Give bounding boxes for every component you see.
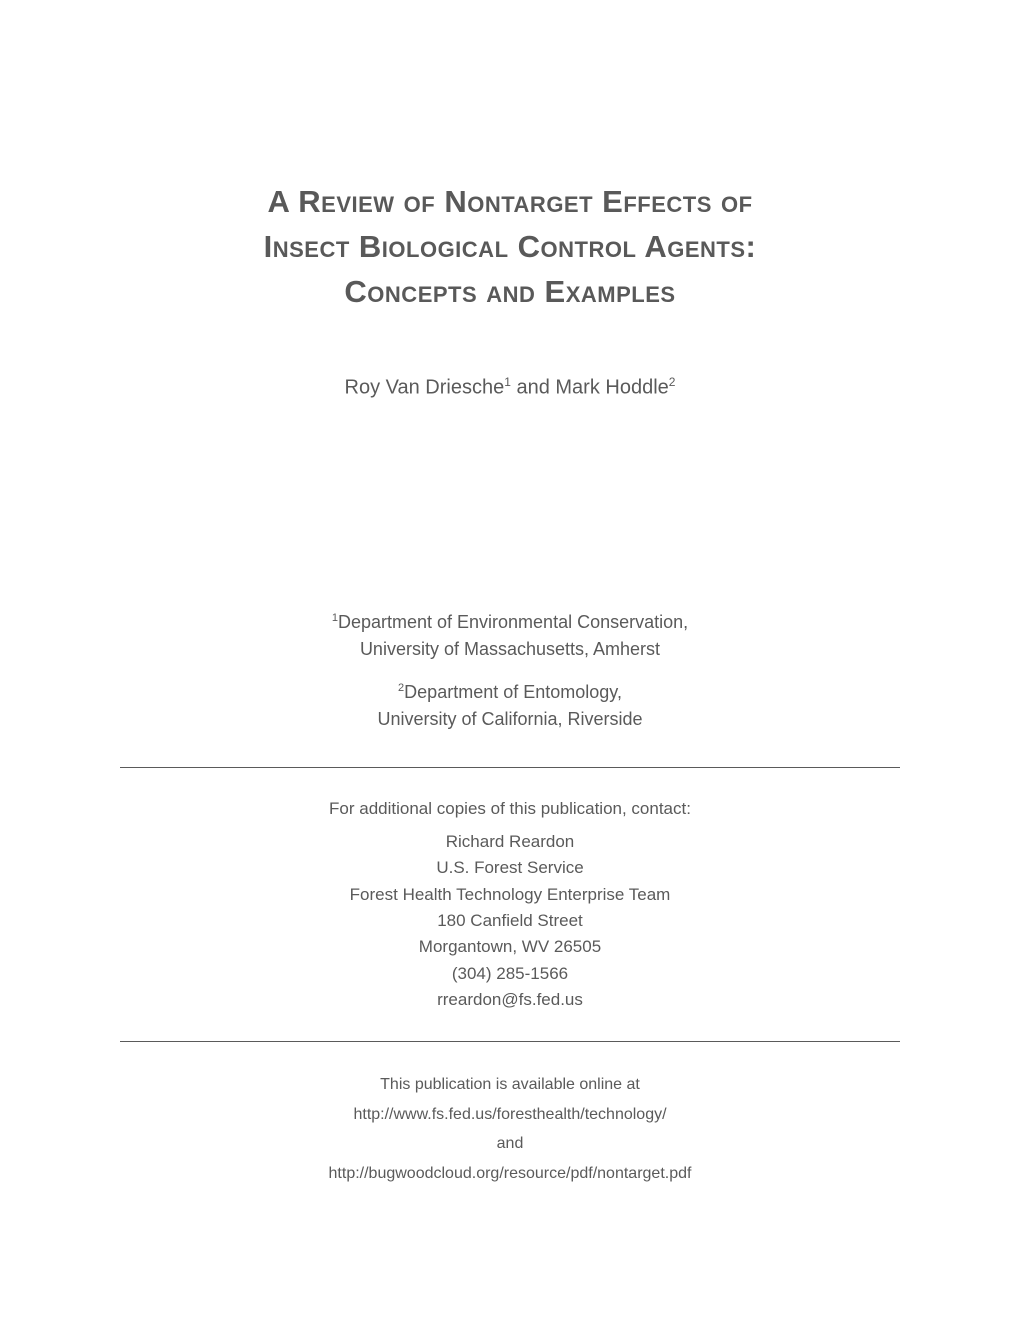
affil-1-line2: University of Massachusetts, Amherst — [360, 639, 660, 659]
online-joiner: and — [120, 1129, 900, 1159]
contact-team: Forest Health Technology Enterprise Team — [120, 882, 900, 908]
contact-block: For additional copies of this publicatio… — [120, 796, 900, 1013]
authors-line: Roy Van Driesche1 and Mark Hoddle2 — [120, 375, 900, 400]
author-2-sup: 2 — [669, 375, 676, 389]
author-joiner: and — [511, 376, 555, 398]
online-block: This publication is available online at … — [120, 1070, 900, 1188]
affiliation-2: 2Department of Entomology, University of… — [120, 679, 900, 733]
contact-intro: For additional copies of this publicatio… — [120, 796, 900, 822]
divider-rule-1 — [120, 767, 900, 768]
contact-name: Richard Reardon — [120, 829, 900, 855]
contact-citystate: Morgantown, WV 26505 — [120, 934, 900, 960]
author-1-sup: 1 — [504, 375, 511, 389]
online-url-1: http://www.fs.fed.us/foresthealth/techno… — [120, 1100, 900, 1130]
affil-2-line2: University of California, Riverside — [377, 709, 642, 729]
contact-phone: (304) 285-1566 — [120, 961, 900, 987]
affiliations-block: 1Department of Environmental Conservatio… — [120, 609, 900, 733]
contact-email: rreardon@fs.fed.us — [120, 987, 900, 1013]
online-url-2: http://bugwoodcloud.org/resource/pdf/non… — [120, 1159, 900, 1189]
affiliation-1: 1Department of Environmental Conservatio… — [120, 609, 900, 663]
title-line-2: Insect Biological Control Agents: — [120, 225, 900, 270]
author-2-name: Mark Hoddle — [555, 376, 668, 398]
contact-org: U.S. Forest Service — [120, 855, 900, 881]
affil-1-line1: Department of Environmental Conservation… — [338, 612, 688, 632]
title-line-1: A Review of Nontarget Effects of — [120, 180, 900, 225]
title-line-3: Concepts and Examples — [120, 270, 900, 315]
divider-rule-2 — [120, 1041, 900, 1042]
affil-2-line1: Department of Entomology, — [404, 682, 622, 702]
contact-street: 180 Canfield Street — [120, 908, 900, 934]
author-1-name: Roy Van Driesche — [345, 376, 505, 398]
online-intro: This publication is available online at — [120, 1070, 900, 1100]
title-block: A Review of Nontarget Effects of Insect … — [120, 180, 900, 315]
